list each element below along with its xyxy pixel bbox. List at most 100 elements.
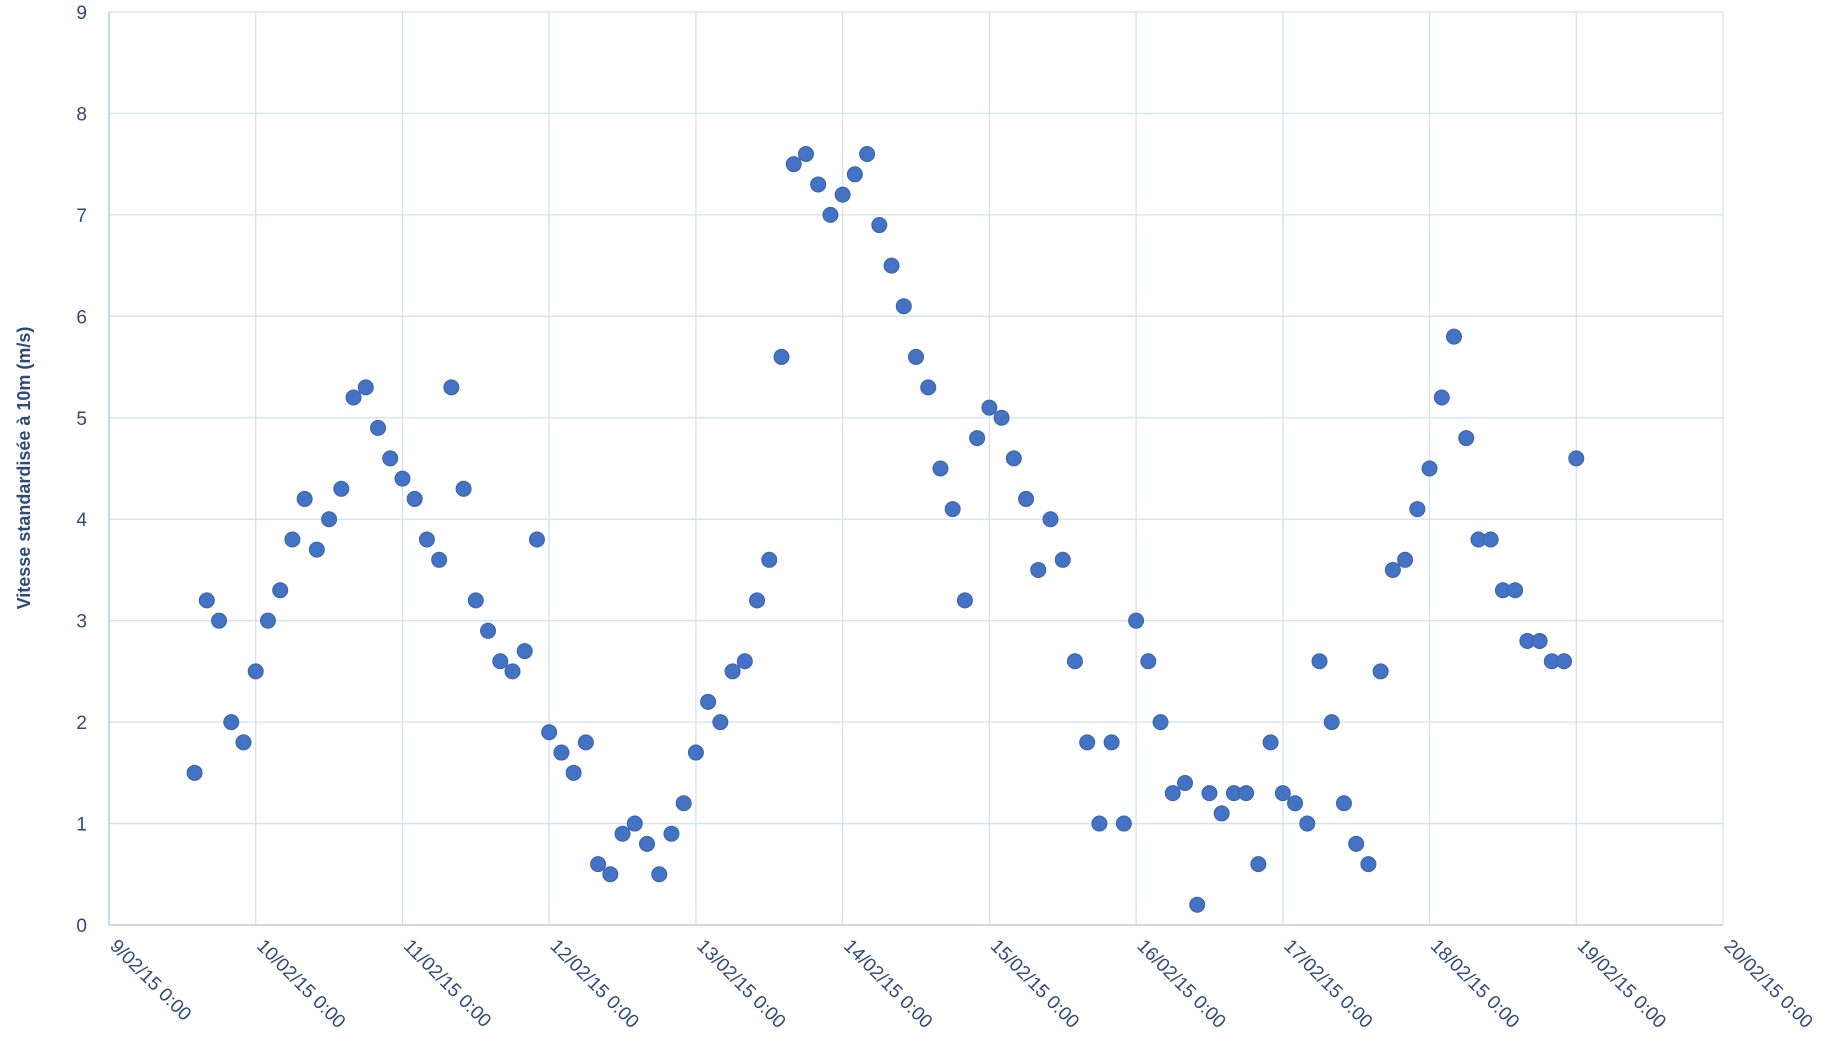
data-point xyxy=(211,612,228,629)
data-point xyxy=(1066,653,1083,670)
data-point xyxy=(1421,460,1438,477)
data-point xyxy=(956,592,973,609)
data-point xyxy=(1079,734,1096,751)
data-point xyxy=(1018,490,1035,507)
y-tick-label: 6 xyxy=(76,307,87,328)
data-point xyxy=(1433,389,1450,406)
data-point xyxy=(1446,328,1462,345)
data-point xyxy=(577,734,594,751)
data-point xyxy=(259,612,276,629)
data-point xyxy=(810,176,827,193)
data-point xyxy=(308,541,325,558)
data-point xyxy=(431,551,448,568)
data-point xyxy=(394,470,411,487)
data-point xyxy=(1482,531,1499,548)
data-point xyxy=(736,653,753,670)
y-tick-label: 0 xyxy=(76,916,87,937)
data-point xyxy=(675,795,692,812)
data-point xyxy=(1091,815,1108,832)
data-point xyxy=(651,866,668,883)
data-point xyxy=(687,744,704,761)
y-tick-label: 5 xyxy=(76,409,87,430)
data-point xyxy=(247,663,264,680)
data-point xyxy=(235,734,252,751)
data-point xyxy=(1177,774,1193,791)
x-tick-label: 19/02/15 0:00 xyxy=(1573,936,1670,1033)
data-point xyxy=(1140,653,1157,670)
x-tick-label: 20/02/15 0:00 xyxy=(1719,936,1816,1033)
data-point xyxy=(284,531,301,548)
y-tick-label: 3 xyxy=(76,612,87,633)
y-tick-label: 4 xyxy=(76,510,87,531)
y-axis-label: Vitesse standardisée à 10m (m/s) xyxy=(14,327,34,610)
data-point xyxy=(773,348,790,365)
data-point xyxy=(1568,450,1585,467)
data-point xyxy=(944,501,961,518)
data-point xyxy=(993,409,1010,426)
data-point xyxy=(1030,561,1047,578)
y-tick-label: 1 xyxy=(76,815,87,836)
x-tick-label: 13/02/15 0:00 xyxy=(692,936,789,1033)
data-point xyxy=(406,490,423,507)
data-point xyxy=(1323,714,1340,731)
data-point xyxy=(749,592,766,609)
x-tick-label: 16/02/15 0:00 xyxy=(1133,936,1230,1033)
data-point xyxy=(908,348,924,365)
x-tick-label: 10/02/15 0:00 xyxy=(252,936,349,1033)
x-tick-label: 11/02/15 0:00 xyxy=(399,936,495,1032)
data-point xyxy=(382,450,399,467)
data-point xyxy=(859,146,876,163)
data-point xyxy=(981,399,998,416)
data-point xyxy=(1213,805,1230,822)
data-point xyxy=(333,480,350,497)
data-point xyxy=(370,419,386,436)
data-point xyxy=(467,592,484,609)
y-tick-label: 7 xyxy=(76,206,87,227)
data-point xyxy=(1201,785,1218,802)
data-point xyxy=(418,531,435,548)
data-point xyxy=(1238,785,1255,802)
x-tick-label: 15/02/15 0:00 xyxy=(986,936,1083,1033)
data-point xyxy=(969,430,986,447)
y-tick-label: 8 xyxy=(76,104,87,125)
data-point xyxy=(602,866,619,883)
data-point xyxy=(1005,450,1022,467)
data-point xyxy=(1115,815,1132,832)
data-point xyxy=(528,531,545,548)
data-point xyxy=(186,764,203,781)
data-point xyxy=(712,714,729,731)
data-point xyxy=(1531,632,1548,649)
data-point xyxy=(1164,785,1181,802)
data-point xyxy=(1262,734,1279,751)
data-point xyxy=(822,206,839,223)
data-point xyxy=(932,460,949,477)
data-point xyxy=(1311,653,1328,670)
data-point xyxy=(553,744,570,761)
x-tick-label: 12/02/15 0:00 xyxy=(546,936,643,1033)
data-point xyxy=(700,693,717,710)
data-point xyxy=(614,825,631,842)
data-point xyxy=(1384,561,1401,578)
data-point xyxy=(785,156,802,173)
data-point xyxy=(455,480,472,497)
data-point xyxy=(1458,430,1475,447)
data-point xyxy=(871,217,888,234)
data-point xyxy=(639,835,655,852)
data-point xyxy=(1348,835,1365,852)
data-point xyxy=(1556,653,1573,670)
data-point xyxy=(1409,501,1426,518)
x-tick-label: 17/02/15 0:00 xyxy=(1279,936,1376,1033)
data-point xyxy=(1397,551,1414,568)
data-point xyxy=(761,551,778,568)
data-point xyxy=(920,379,937,396)
data-point xyxy=(846,166,863,183)
data-point xyxy=(565,764,582,781)
x-tick-label: 18/02/15 0:00 xyxy=(1426,936,1523,1033)
data-point xyxy=(1189,896,1206,913)
data-point xyxy=(1042,511,1059,528)
data-point xyxy=(504,663,521,680)
data-point xyxy=(223,714,240,731)
data-point xyxy=(663,825,680,842)
